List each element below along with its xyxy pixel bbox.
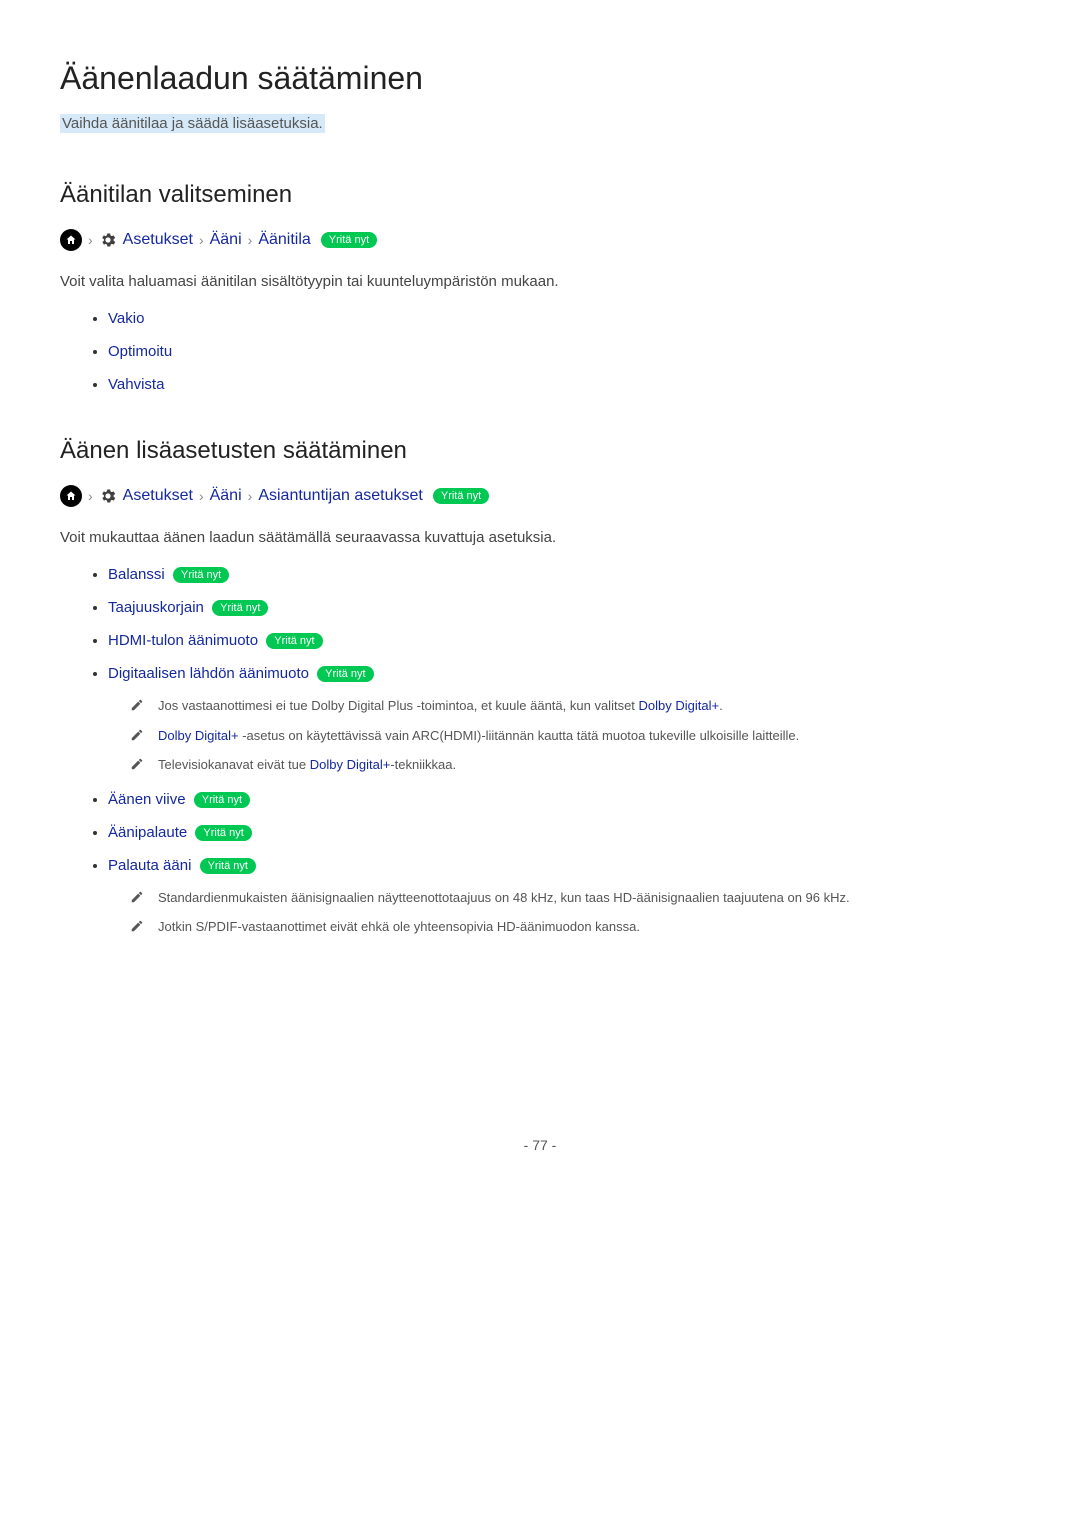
digital-notes: Jos vastaanottimesi ei tue Dolby Digital… — [108, 696, 1020, 775]
pencil-icon — [130, 757, 144, 771]
note-item: Televisiokanavat eivät tue Dolby Digital… — [130, 755, 1020, 775]
item-hdmi-format[interactable]: HDMI-tulon äänimuoto — [108, 632, 258, 649]
gear-icon[interactable] — [99, 487, 117, 505]
note-item: Jotkin S/PDIF-vastaanottimet eivät ehkä … — [130, 917, 1020, 937]
chevron-right-icon: › — [88, 488, 93, 504]
list-item: Äänen viive Yritä nyt — [108, 791, 1020, 808]
note-text: Dolby Digital+ -asetus on käytettävissä … — [158, 726, 799, 746]
page-subtitle: Vaihda äänitilaa ja säädä lisäasetuksia. — [60, 114, 325, 133]
list-item: Äänipalaute Yritä nyt — [108, 824, 1020, 841]
try-now-badge[interactable]: Yritä nyt — [200, 858, 256, 874]
item-balanssi[interactable]: Balanssi — [108, 566, 165, 583]
note-text: Standardienmukaisten äänisignaalien näyt… — [158, 888, 850, 908]
breadcrumb-expert: › Asetukset › Ääni › Asiantuntijan asetu… — [60, 485, 1020, 507]
try-now-badge[interactable]: Yritä nyt — [212, 600, 268, 616]
note-text: Jotkin S/PDIF-vastaanottimet eivät ehkä … — [158, 917, 640, 937]
mode-vakio[interactable]: Vakio — [108, 310, 144, 327]
page-title: Äänenlaadun säätäminen — [60, 60, 1020, 97]
section1-heading: Äänitilan valitseminen — [60, 181, 1020, 209]
mode-vahvista[interactable]: Vahvista — [108, 376, 164, 393]
item-digital-output[interactable]: Digitaalisen lähdön äänimuoto — [108, 665, 309, 682]
reset-notes: Standardienmukaisten äänisignaalien näyt… — [108, 888, 1020, 937]
try-now-badge[interactable]: Yritä nyt — [195, 825, 251, 841]
expert-settings-list: Balanssi Yritä nyt Taajuuskorjain Yritä … — [60, 566, 1020, 937]
item-reset-sound[interactable]: Palauta ääni — [108, 857, 191, 874]
note-text: Jos vastaanottimesi ei tue Dolby Digital… — [158, 696, 723, 716]
item-sound-feedback[interactable]: Äänipalaute — [108, 824, 187, 841]
chevron-right-icon: › — [248, 232, 253, 248]
list-item: Optimoitu — [108, 343, 1020, 360]
try-now-badge[interactable]: Yritä nyt — [433, 488, 489, 504]
list-item: Vakio — [108, 310, 1020, 327]
note-item: Dolby Digital+ -asetus on käytettävissä … — [130, 726, 1020, 746]
chevron-right-icon: › — [199, 232, 204, 248]
sound-mode-list: Vakio Optimoitu Vahvista — [60, 310, 1020, 393]
bc-sound[interactable]: Ääni — [210, 231, 242, 249]
gear-icon[interactable] — [99, 231, 117, 249]
item-taajuuskorjain[interactable]: Taajuuskorjain — [108, 599, 204, 616]
try-now-badge[interactable]: Yritä nyt — [266, 633, 322, 649]
section2-heading: Äänen lisäasetusten säätäminen — [60, 437, 1020, 465]
list-item: HDMI-tulon äänimuoto Yritä nyt — [108, 632, 1020, 649]
breadcrumb-sound-mode: › Asetukset › Ääni › Äänitila Yritä nyt — [60, 229, 1020, 251]
section-advanced-sound: Äänen lisäasetusten säätäminen › Asetuks… — [60, 437, 1020, 937]
list-item: Palauta ääni Yritä nyt Standardienmukais… — [108, 857, 1020, 937]
page-number: - 77 - — [60, 1137, 1020, 1153]
bc-expert[interactable]: Asiantuntijan asetukset — [258, 487, 423, 505]
try-now-badge[interactable]: Yritä nyt — [317, 666, 373, 682]
bc-sound-mode[interactable]: Äänitila — [258, 231, 310, 249]
note-text: Televisiokanavat eivät tue Dolby Digital… — [158, 755, 456, 775]
home-icon[interactable] — [60, 229, 82, 251]
note-item: Jos vastaanottimesi ei tue Dolby Digital… — [130, 696, 1020, 716]
home-icon[interactable] — [60, 485, 82, 507]
try-now-badge[interactable]: Yritä nyt — [194, 792, 250, 808]
mode-optimoitu[interactable]: Optimoitu — [108, 343, 172, 360]
section1-body: Voit valita haluamasi äänitilan sisältöt… — [60, 273, 1020, 290]
item-audio-delay[interactable]: Äänen viive — [108, 791, 186, 808]
note-item: Standardienmukaisten äänisignaalien näyt… — [130, 888, 1020, 908]
bc-settings[interactable]: Asetukset — [123, 231, 193, 249]
chevron-right-icon: › — [199, 488, 204, 504]
pencil-icon — [130, 919, 144, 933]
list-item: Digitaalisen lähdön äänimuoto Yritä nyt … — [108, 665, 1020, 775]
list-item: Balanssi Yritä nyt — [108, 566, 1020, 583]
pencil-icon — [130, 698, 144, 712]
list-item: Vahvista — [108, 376, 1020, 393]
try-now-badge[interactable]: Yritä nyt — [321, 232, 377, 248]
try-now-badge[interactable]: Yritä nyt — [173, 567, 229, 583]
list-item: Taajuuskorjain Yritä nyt — [108, 599, 1020, 616]
pencil-icon — [130, 728, 144, 742]
pencil-icon — [130, 890, 144, 904]
section-sound-mode: Äänitilan valitseminen › Asetukset › Ään… — [60, 181, 1020, 393]
bc-settings[interactable]: Asetukset — [123, 487, 193, 505]
section2-body: Voit mukauttaa äänen laadun säätämällä s… — [60, 529, 1020, 546]
bc-sound[interactable]: Ääni — [210, 487, 242, 505]
chevron-right-icon: › — [248, 488, 253, 504]
chevron-right-icon: › — [88, 232, 93, 248]
